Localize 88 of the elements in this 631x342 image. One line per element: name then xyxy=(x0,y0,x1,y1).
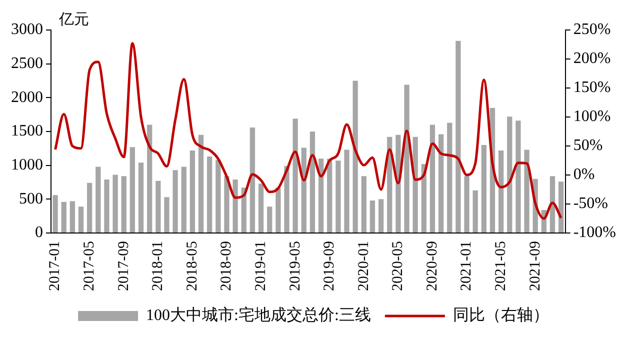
bar xyxy=(464,176,470,233)
bar xyxy=(498,150,504,233)
bar xyxy=(456,40,461,233)
y2-tick-label: -50% xyxy=(573,195,608,212)
y2-tick-label: 150% xyxy=(573,79,611,96)
bar xyxy=(70,201,76,233)
bar xyxy=(310,132,316,233)
bar xyxy=(370,200,376,233)
x-tick-label: 2020-09 xyxy=(424,241,440,292)
bar xyxy=(232,180,238,233)
y-axis-title: 亿元 xyxy=(58,12,89,28)
bar xyxy=(224,176,230,233)
y-tick-label: 2500 xyxy=(11,55,43,72)
y-tick-label: 2000 xyxy=(11,88,43,106)
bar xyxy=(447,122,452,233)
bar xyxy=(412,136,418,233)
bar xyxy=(396,134,401,233)
bar xyxy=(172,170,178,233)
bar xyxy=(438,134,444,233)
bar xyxy=(216,160,221,233)
y2-tick-label: 50% xyxy=(573,137,603,154)
bar xyxy=(52,195,58,233)
y-tick-label: 0 xyxy=(35,224,43,242)
bar xyxy=(121,176,126,233)
line-series xyxy=(54,42,562,220)
bar xyxy=(198,134,204,233)
x-tick-label: 2017-05 xyxy=(82,241,98,292)
bar xyxy=(550,176,556,233)
x-tick-label: 2017-01 xyxy=(47,241,64,292)
bar xyxy=(524,150,530,233)
y-tick-label: 1000 xyxy=(11,156,43,174)
bar xyxy=(250,127,256,233)
bar xyxy=(104,180,110,233)
bar xyxy=(61,202,66,233)
x-tick-label: 2019-09 xyxy=(322,241,338,292)
y2-tick-label: 200% xyxy=(573,50,611,68)
bar xyxy=(147,124,152,233)
bar xyxy=(344,150,350,233)
bar xyxy=(112,174,118,233)
x-tick-label: 2017-09 xyxy=(116,241,132,292)
bar xyxy=(361,176,366,233)
bar xyxy=(87,182,92,233)
bar xyxy=(507,116,512,233)
y-tick-label: 3000 xyxy=(11,21,43,38)
bar xyxy=(472,190,478,233)
x-tick-label: 2019-01 xyxy=(252,241,269,292)
bar xyxy=(78,206,84,233)
y-tick-label: 500 xyxy=(19,190,43,208)
bar xyxy=(138,162,144,233)
bar xyxy=(276,188,281,233)
bar xyxy=(181,166,186,233)
x-tick-label: 2019-05 xyxy=(287,241,304,292)
bar xyxy=(430,124,436,233)
bar xyxy=(378,199,384,233)
bar xyxy=(267,206,272,233)
x-tick-label: 2018-01 xyxy=(150,241,166,292)
legend-label: 同比（右轴） xyxy=(452,306,549,324)
y2-tick-label: 250% xyxy=(573,21,611,38)
bar xyxy=(318,158,324,233)
x-tick-label: 2018-05 xyxy=(184,241,200,292)
bar xyxy=(481,145,486,233)
bar xyxy=(190,150,196,233)
x-tick-label: 2018-09 xyxy=(218,241,235,292)
y-tick-label: 1500 xyxy=(11,122,43,140)
bar xyxy=(404,84,410,233)
y2-tick-label: -100% xyxy=(573,224,616,242)
bar xyxy=(164,197,170,233)
x-tick-label: 2021-09 xyxy=(527,241,544,292)
y2-tick-label: 100% xyxy=(573,108,611,126)
y2-tick-label: 0% xyxy=(573,166,595,184)
legend-label: 100大中城市:宅地成交总价:三线 xyxy=(146,306,371,324)
bar xyxy=(301,148,306,233)
bar xyxy=(96,166,101,233)
x-tick-label: 2021-01 xyxy=(458,241,475,292)
bar xyxy=(352,80,358,233)
x-tick-label: 2020-01 xyxy=(356,241,372,292)
bar xyxy=(207,156,212,233)
bar xyxy=(336,160,341,233)
bar xyxy=(516,120,521,233)
bar xyxy=(292,118,298,233)
bar xyxy=(284,166,290,233)
x-tick-label: 2021-05 xyxy=(492,241,509,292)
bar xyxy=(156,180,161,233)
bar xyxy=(258,184,264,233)
x-tick-label: 2020-05 xyxy=(390,241,406,292)
bar xyxy=(558,182,564,233)
bar xyxy=(130,147,136,233)
bar xyxy=(327,158,332,233)
